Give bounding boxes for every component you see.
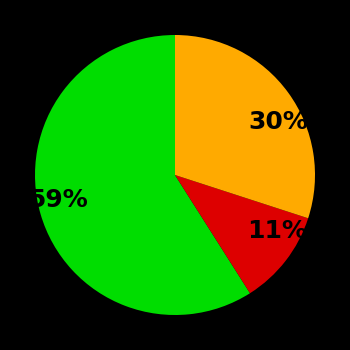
Wedge shape (175, 35, 315, 218)
Text: 30%: 30% (248, 110, 308, 133)
Text: 11%: 11% (247, 219, 307, 243)
Wedge shape (175, 175, 308, 293)
Text: 59%: 59% (28, 188, 88, 212)
Wedge shape (35, 35, 250, 315)
